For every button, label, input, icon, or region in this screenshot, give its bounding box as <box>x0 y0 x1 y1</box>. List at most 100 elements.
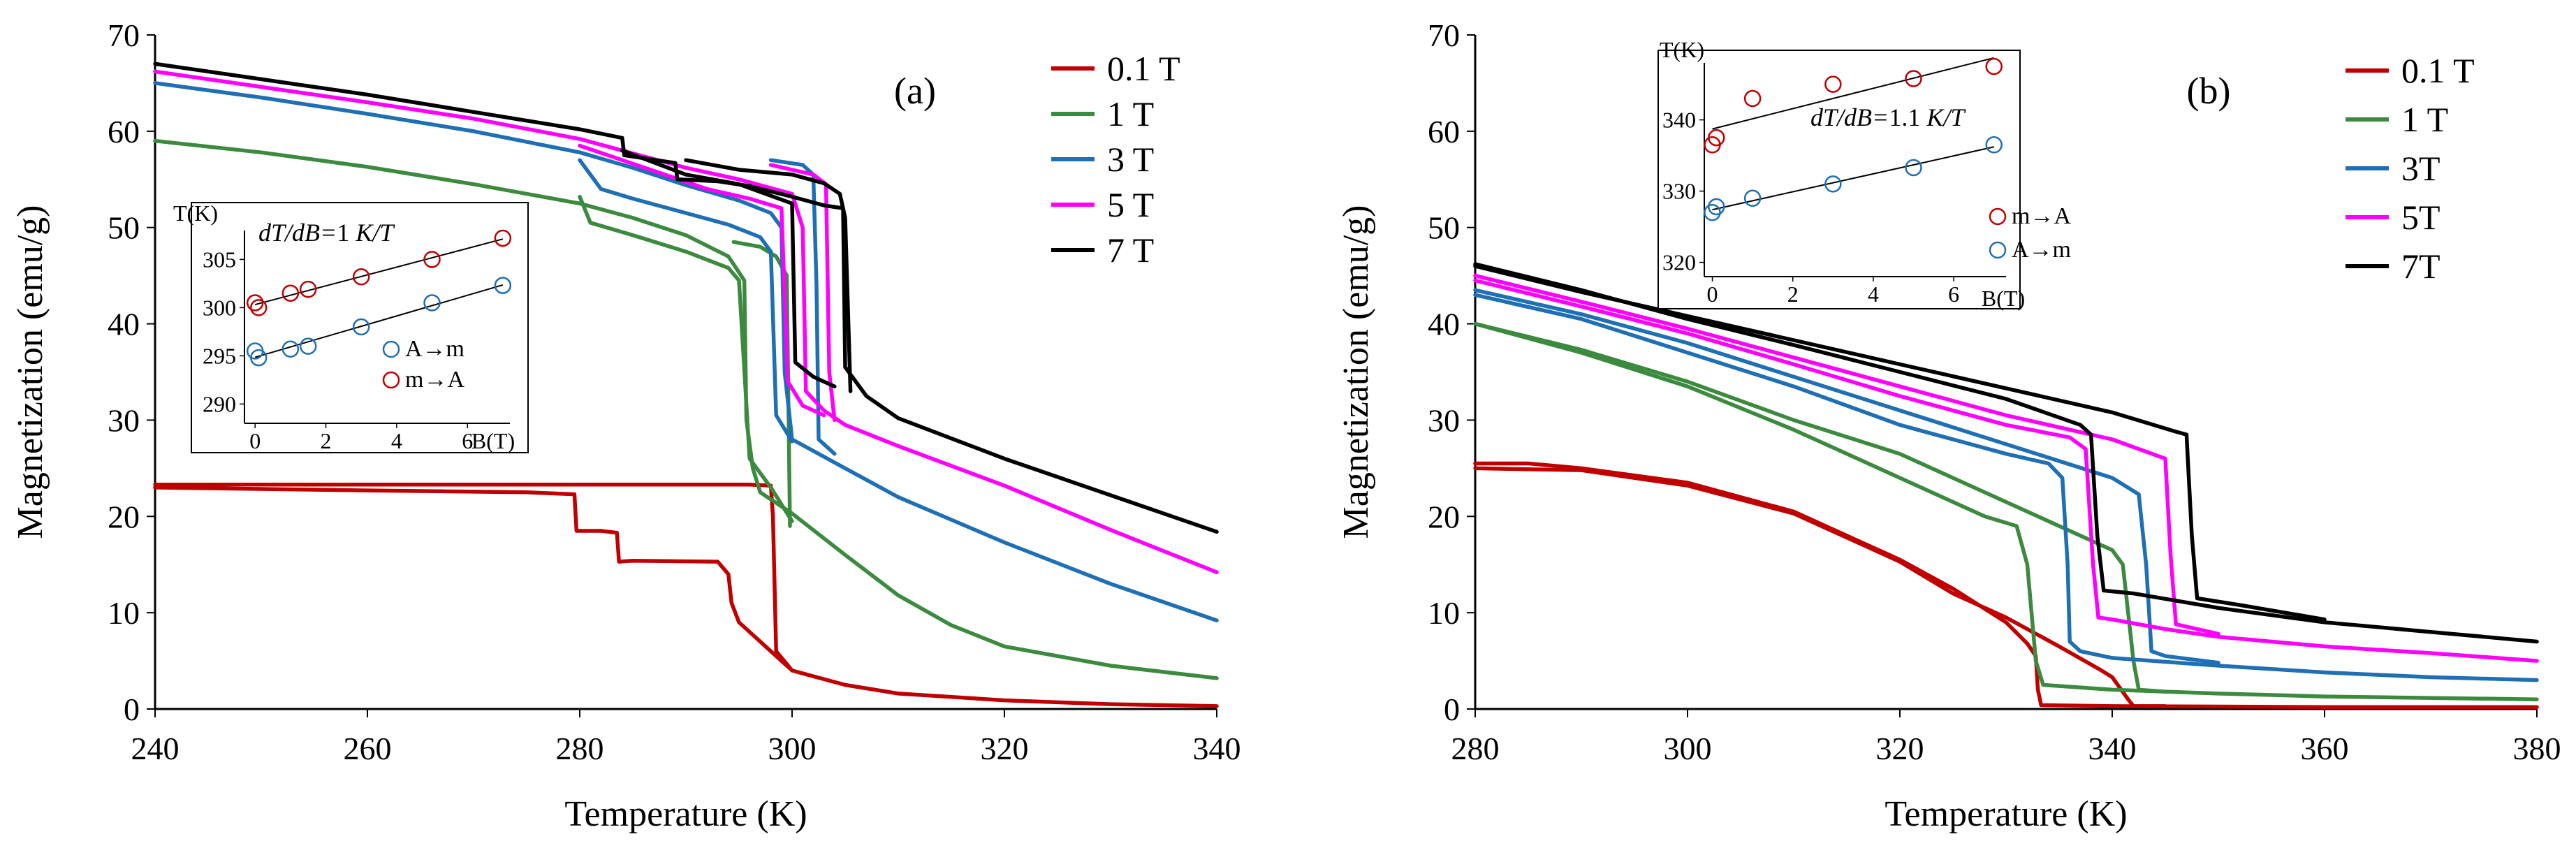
y-axis-title: Magnetization (emu/g) <box>1336 205 1376 539</box>
series-3t-curve-1 <box>153 81 1219 622</box>
y-tick-label: 70 <box>108 17 140 53</box>
inset-point <box>1985 136 2003 154</box>
inset-point <box>1824 75 1842 93</box>
inset-point <box>250 349 268 367</box>
inset-x-tick-label: 6 <box>462 428 473 453</box>
legend-label: 1 T <box>1107 94 1154 133</box>
y-tick-label: 20 <box>1428 499 1460 534</box>
series-5t-curve-1 <box>1473 278 2539 663</box>
legend-a: 0.1 T 1 T 3 T 5 T 7 T <box>1051 49 1180 270</box>
inset-x-tick-label: 0 <box>1707 282 1718 307</box>
inset-x-tick-label: 2 <box>321 428 332 453</box>
inset-legend-marker <box>382 371 400 389</box>
series-0p1t-curve-1 <box>1473 461 2539 709</box>
inset-y-tick-label: 330 <box>1662 179 1696 204</box>
inset-frame <box>191 202 529 453</box>
series-0p1t-curve-2 <box>1473 466 2167 708</box>
inset-b: 0 2 4 6 320 330 340 T(K) B(T) dT/dB=1.1 K/T m→A A→m <box>1657 37 2071 311</box>
inset-equation: dT/dB=1 K/T <box>258 219 395 247</box>
legend-label: 5T <box>2401 198 2440 237</box>
series-0p1t-curve-2 <box>153 485 794 673</box>
y-axis-title: Magnetization (emu/g) <box>10 205 50 539</box>
legend-label: 3T <box>2401 149 2440 188</box>
inset-point <box>1824 175 1842 193</box>
y-tick-label: 60 <box>1428 114 1460 149</box>
inset-x-tick-label: 0 <box>249 428 261 453</box>
y-tick-label: 20 <box>108 499 140 534</box>
inset-y-axis-title: T(K) <box>1660 37 1704 62</box>
legend-label: 0.1 T <box>1107 49 1180 88</box>
legend-label: 5 T <box>1107 185 1154 224</box>
y-tick-label: 60 <box>108 114 140 149</box>
inset-y-tick-label: 340 <box>1662 108 1696 133</box>
series-5t-curve-1 <box>153 69 1219 574</box>
panel-b-chart: 280 300 320 340 360 380010203040506070Tempera… <box>1336 17 2561 834</box>
series-3t-curve-2 <box>578 158 794 444</box>
inset-fit-line <box>1712 146 1994 211</box>
inset-y-axis-title: T(K) <box>173 200 218 226</box>
y-tick-label: 40 <box>1428 307 1460 342</box>
x-tick-label: 240 <box>131 731 180 766</box>
x-axis-title: Temperature (K) <box>1885 794 2127 834</box>
series-0p1t-curve-1 <box>153 483 1219 708</box>
inset-point <box>1708 198 1725 216</box>
x-tick-label: 340 <box>1193 731 1241 766</box>
inset-point <box>494 229 512 247</box>
y-tick-label: 10 <box>1428 595 1460 631</box>
series-3t-curve-1 <box>1473 293 2539 682</box>
inset-x-tick-label: 4 <box>391 428 402 453</box>
inset-point <box>352 268 370 286</box>
inset-legend-marker <box>1989 241 2007 259</box>
inset-point <box>494 277 512 294</box>
x-tick-label: 280 <box>556 731 604 766</box>
series-3t-curve-2 <box>1473 288 2220 665</box>
inset-x-axis-title: B(T) <box>471 428 515 453</box>
legend-label: 7 T <box>1107 231 1154 270</box>
x-axis-title: Temperature (K) <box>564 794 807 834</box>
series-group-a <box>153 61 1219 708</box>
series-5t-curve-2 <box>1473 273 2220 636</box>
inset-legend-label: m→A <box>2012 203 2071 229</box>
x-tick-label: 280 <box>1451 731 1500 766</box>
inset-fit-line <box>1712 57 1994 130</box>
axes-a: 240 260 280 300 320 340010203040506070Tempera… <box>10 17 1241 834</box>
x-tick-label: 300 <box>1664 731 1712 766</box>
inset-point <box>1708 129 1725 147</box>
inset-point <box>281 340 300 358</box>
legend-label: 1 T <box>2401 100 2448 139</box>
series-7t-curve-2 <box>1473 264 2327 622</box>
x-tick-label: 340 <box>2088 731 2137 766</box>
legend-b: 0.1 T 1 T 3T 5T 7T <box>2346 51 2475 286</box>
inset-point <box>1905 159 1922 177</box>
inset-point <box>299 280 317 298</box>
series-5t-curve-2 <box>578 143 826 418</box>
inset-point <box>1743 189 1762 207</box>
legend-label: 3 T <box>1107 140 1154 179</box>
inset-point <box>1905 70 1922 87</box>
x-tick-label: 300 <box>768 731 817 766</box>
inset-y-tick-label: 300 <box>203 295 236 320</box>
y-tick-label: 0 <box>1444 692 1460 727</box>
inset-point <box>246 294 264 312</box>
inset-point <box>1985 57 2003 75</box>
inset-point <box>1704 203 1721 221</box>
x-tick-label: 320 <box>981 731 1029 766</box>
inset-y-tick-label: 320 <box>1662 250 1696 275</box>
inset-x-axis-title: B(T) <box>1982 286 2025 311</box>
y-tick-label: 40 <box>108 307 140 342</box>
inset-y-tick-label: 295 <box>203 343 236 368</box>
inset-equation: dT/dB=1.1 K/T <box>1810 103 1966 131</box>
series-1t-curve-2 <box>578 194 794 523</box>
series-3t-curve-3 <box>768 158 837 456</box>
inset-a: 0 2 4 6 290 295 300 305 T(K) B(T) dT/dB=1 K/T A→m m→… <box>173 200 529 453</box>
inset-point <box>423 251 441 268</box>
inset-legend-marker <box>1989 207 2007 226</box>
panel-a-chart: 240 260 280 300 320 340010203040506070Tempera… <box>10 17 1241 834</box>
inset-point <box>299 337 317 355</box>
inset-fit-line <box>254 238 504 306</box>
x-tick-label: 320 <box>1876 731 1924 766</box>
y-tick-label: 0 <box>124 692 140 727</box>
inset-y-tick-label: 305 <box>203 247 236 272</box>
y-tick-label: 50 <box>1428 210 1460 246</box>
